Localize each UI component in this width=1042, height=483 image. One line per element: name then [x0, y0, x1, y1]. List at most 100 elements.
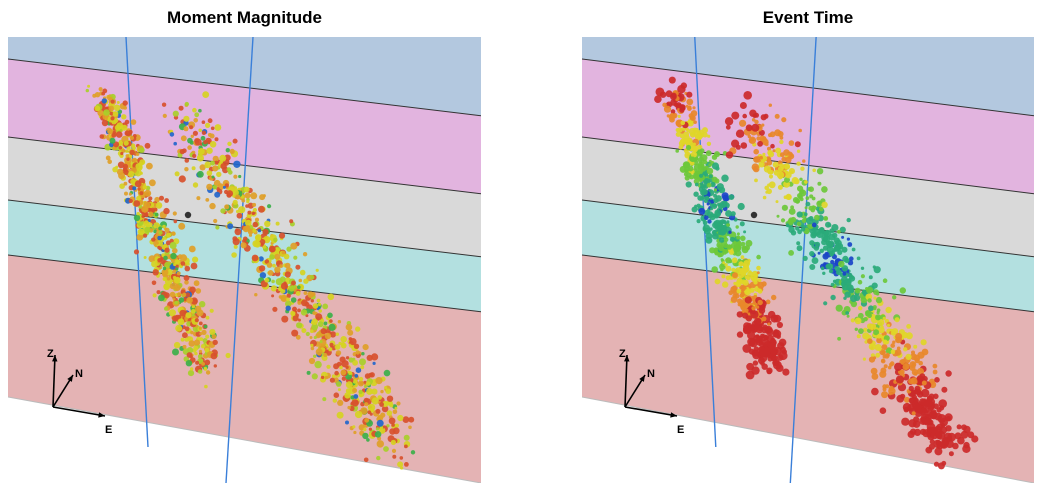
- event-point: [205, 315, 210, 320]
- event-point: [892, 295, 897, 300]
- event-point: [796, 211, 803, 218]
- event-point: [170, 252, 177, 260]
- event-point: [707, 134, 711, 138]
- event-point: [151, 237, 156, 242]
- event-point: [196, 196, 201, 201]
- event-point: [317, 321, 324, 328]
- event-point: [709, 207, 714, 211]
- event-point: [721, 224, 727, 231]
- event-point: [854, 317, 862, 325]
- layer-boundary: [8, 136, 481, 195]
- event-point: [854, 327, 858, 331]
- event-point: [389, 403, 394, 408]
- event-point: [254, 293, 258, 297]
- event-point: [196, 154, 204, 162]
- monitor-point: [184, 211, 192, 219]
- event-point: [860, 266, 865, 270]
- event-point: [751, 366, 760, 375]
- event-point: [804, 180, 808, 184]
- event-point: [812, 205, 817, 210]
- event-point: [817, 251, 821, 255]
- event-point: [816, 200, 823, 207]
- event-point: [151, 280, 157, 286]
- event-point: [152, 293, 157, 298]
- event-point: [297, 285, 301, 289]
- event-point: [756, 254, 761, 260]
- event-point: [311, 373, 318, 380]
- event-point: [286, 293, 291, 298]
- event-point: [136, 195, 142, 202]
- event-point: [362, 344, 369, 351]
- event-point: [899, 393, 906, 400]
- event-point: [722, 281, 729, 288]
- event-point: [258, 265, 266, 272]
- event-point: [721, 274, 726, 279]
- event-point: [119, 183, 125, 189]
- event-point: [762, 195, 767, 200]
- event-point: [709, 203, 714, 208]
- event-point: [736, 331, 744, 338]
- event-point: [761, 326, 769, 334]
- event-point: [709, 247, 716, 254]
- event-point: [210, 160, 215, 166]
- layer-top: [8, 37, 481, 116]
- event-point: [714, 247, 719, 252]
- event-point: [784, 164, 790, 170]
- event-point: [921, 380, 927, 386]
- event-point: [947, 432, 956, 442]
- event-point: [182, 344, 187, 349]
- event-point: [711, 154, 718, 160]
- event-point: [166, 277, 171, 281]
- event-point: [172, 297, 176, 301]
- event-point: [184, 167, 189, 172]
- event-point: [768, 174, 774, 179]
- event-point: [699, 196, 704, 201]
- event-point: [137, 228, 145, 236]
- event-point: [162, 277, 167, 281]
- event-point: [868, 305, 874, 312]
- event-point: [913, 354, 921, 362]
- event-point: [254, 240, 261, 248]
- layer-boundary: [8, 254, 481, 313]
- event-point: [936, 423, 943, 431]
- seismic-3d-view[interactable]: Z N E: [582, 37, 1034, 483]
- event-point: [264, 220, 271, 227]
- event-point: [379, 402, 384, 407]
- event-point: [886, 323, 891, 327]
- event-point: [168, 309, 176, 317]
- event-point: [728, 249, 735, 255]
- event-point: [187, 370, 195, 377]
- event-point: [327, 293, 335, 301]
- event-point: [833, 245, 840, 252]
- view-bottom-edge: [582, 396, 1034, 483]
- event-point: [308, 357, 316, 365]
- event-point: [747, 271, 754, 278]
- event-point: [353, 394, 359, 399]
- event-point: [380, 389, 384, 394]
- event-point: [700, 154, 708, 162]
- event-point: [165, 232, 172, 238]
- event-point: [212, 339, 218, 346]
- event-point: [921, 348, 929, 356]
- seismic-3d-view[interactable]: Z N E: [8, 37, 481, 483]
- event-point: [902, 363, 909, 371]
- event-point: [756, 136, 761, 141]
- event-point: [705, 150, 712, 157]
- event-point: [113, 104, 121, 112]
- event-point: [758, 357, 765, 365]
- event-point: [910, 377, 918, 385]
- event-point: [180, 337, 185, 342]
- event-point: [214, 191, 221, 198]
- event-point: [143, 233, 148, 238]
- event-point: [128, 192, 132, 196]
- event-point: [381, 405, 389, 413]
- event-point: [713, 220, 719, 226]
- event-point: [837, 229, 841, 234]
- event-point: [372, 361, 376, 365]
- event-point: [194, 112, 200, 118]
- event-point: [829, 252, 834, 257]
- event-point: [920, 398, 928, 406]
- event-point: [873, 296, 877, 300]
- event-point: [711, 232, 719, 240]
- event-point: [796, 245, 803, 252]
